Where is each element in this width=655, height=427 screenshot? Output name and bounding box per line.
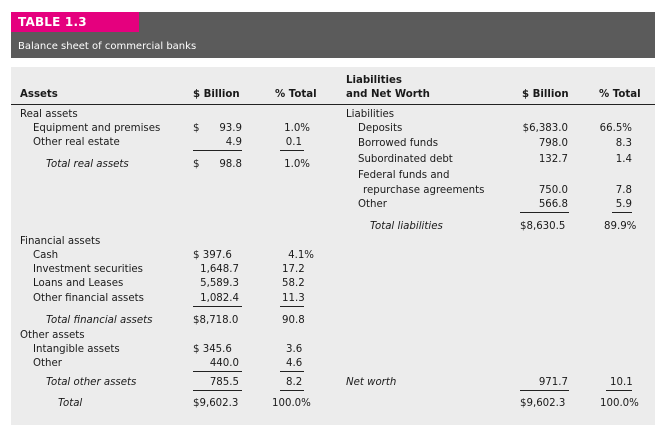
row-total-financial-pct: 90.8 (282, 315, 305, 326)
row-total-assets-pct: 100.0% (272, 398, 311, 409)
row-investment-pct: 17.2 (282, 264, 305, 275)
underline-other-pct (280, 371, 304, 372)
row-federal-label-line1: Federal funds and (358, 170, 450, 181)
row-cash-pct: 4.1% (288, 250, 314, 261)
section-liabilities: Liabilities (346, 109, 395, 120)
row-deposits-label: Deposits (358, 123, 403, 134)
header-pct-right: % Total (599, 89, 641, 100)
table-label: TABLE 1.3 (11, 12, 139, 32)
underline-other-value (193, 371, 242, 372)
row-other-pct: 4.6 (286, 358, 303, 369)
row-total-financial-label: Total financial assets (46, 315, 153, 326)
row-cash-label: Cash (33, 250, 59, 261)
section-financial-assets: Financial assets (20, 236, 101, 247)
row-federal-value: 750.0 (538, 185, 568, 196)
header-billion-left: $ Billion (193, 89, 240, 100)
row-total-right-value: $9,602.3 (520, 398, 566, 409)
row-loans-pct: 58.2 (282, 278, 305, 289)
row-total-assets-value: $9,602.3 (193, 398, 239, 409)
underline-total-other-pct (280, 390, 304, 391)
header-rule (11, 104, 655, 105)
row-equipment-label: Equipment and premises (33, 123, 161, 134)
row-other-real-estate-label: Other real estate (33, 137, 120, 148)
row-borrowed-pct: 8.3 (615, 138, 632, 149)
row-other-liab-label: Other (358, 199, 387, 210)
table-caption: Balance sheet of commercial banks (18, 41, 197, 52)
row-other-label: Other (33, 358, 62, 369)
row-investment-label: Investment securities (33, 264, 143, 275)
underline-financial-value (193, 306, 242, 307)
row-total-real-dollar: $ (193, 159, 200, 170)
row-deposits-pct: 66.5% (599, 123, 632, 134)
row-total-other-value: 785.5 (209, 377, 239, 388)
row-total-real-value: 98.8 (219, 159, 242, 170)
row-total-assets-label: Total (58, 398, 83, 409)
row-federal-pct: 7.8 (615, 185, 632, 196)
section-real-assets: Real assets (20, 109, 78, 120)
row-equipment-pct: 1.0% (284, 123, 310, 134)
row-total-liab-value: $8,630.5 (520, 221, 566, 232)
row-total-liab-label: Total liabilities (370, 221, 443, 232)
underline-real-pct (280, 150, 304, 151)
row-other-liab-pct: 5.9 (615, 199, 632, 210)
row-total-financial-value: $8,718.0 (193, 315, 239, 326)
underline-net-worth-value (520, 390, 569, 391)
header-assets: Assets (20, 89, 58, 100)
row-subordinated-label: Subordinated debt (358, 154, 453, 165)
underline-real-value (193, 150, 242, 151)
row-cash-value: $ 397.6 (193, 250, 232, 261)
row-intangible-pct: 3.6 (286, 344, 303, 355)
row-other-real-estate-value: 4.9 (225, 137, 242, 148)
header-pct-left: % Total (275, 89, 317, 100)
row-intangible-label: Intangible assets (33, 344, 120, 355)
row-subordinated-value: 132.7 (538, 154, 568, 165)
row-other-liab-value: 566.8 (538, 199, 568, 210)
row-other-financial-value: 1,082.4 (200, 293, 239, 304)
row-borrowed-value: 798.0 (538, 138, 568, 149)
row-total-other-label: Total other assets (46, 377, 137, 388)
row-other-financial-label: Other financial assets (33, 293, 144, 304)
row-intangible-value: $ 345.6 (193, 344, 232, 355)
row-total-right-pct: 100.0% (600, 398, 639, 409)
row-net-worth-value: 971.7 (538, 377, 568, 388)
row-other-real-estate-pct: 0.1 (285, 137, 302, 148)
row-borrowed-label: Borrowed funds (358, 138, 439, 149)
header-billion-right: $ Billion (522, 89, 569, 100)
row-equipment-value: 93.9 (219, 123, 242, 134)
header-liab-line1: Liabilities (346, 75, 402, 86)
header-liab-line2: and Net Worth (346, 89, 430, 100)
row-loans-label: Loans and Leases (33, 278, 124, 289)
row-subordinated-pct: 1.4 (615, 154, 632, 165)
row-loans-value: 5,589.3 (200, 278, 239, 289)
row-federal-label: repurchase agreements (363, 185, 485, 196)
row-equipment-dollar: $ (193, 123, 200, 134)
row-total-liab-pct: 89.9% (604, 221, 637, 232)
row-total-real-label: Total real assets (46, 159, 129, 170)
row-other-value: 440.0 (209, 358, 239, 369)
section-other-assets: Other assets (20, 330, 85, 341)
underline-liab-pct (612, 212, 632, 213)
row-investment-value: 1,648.7 (200, 264, 239, 275)
underline-financial-pct (280, 306, 304, 307)
row-total-real-pct: 1.0% (284, 159, 310, 170)
row-deposits-value: $6,383.0 (522, 123, 568, 134)
underline-net-worth-pct (606, 390, 632, 391)
row-total-other-pct: 8.2 (286, 377, 303, 388)
row-net-worth-pct: 10.1 (610, 377, 633, 388)
underline-liab-value (520, 212, 569, 213)
balance-sheet-table (11, 67, 655, 425)
row-net-worth-label: Net worth (346, 377, 397, 388)
row-other-financial-pct: 11.3 (282, 293, 305, 304)
underline-total-other-value (193, 390, 242, 391)
